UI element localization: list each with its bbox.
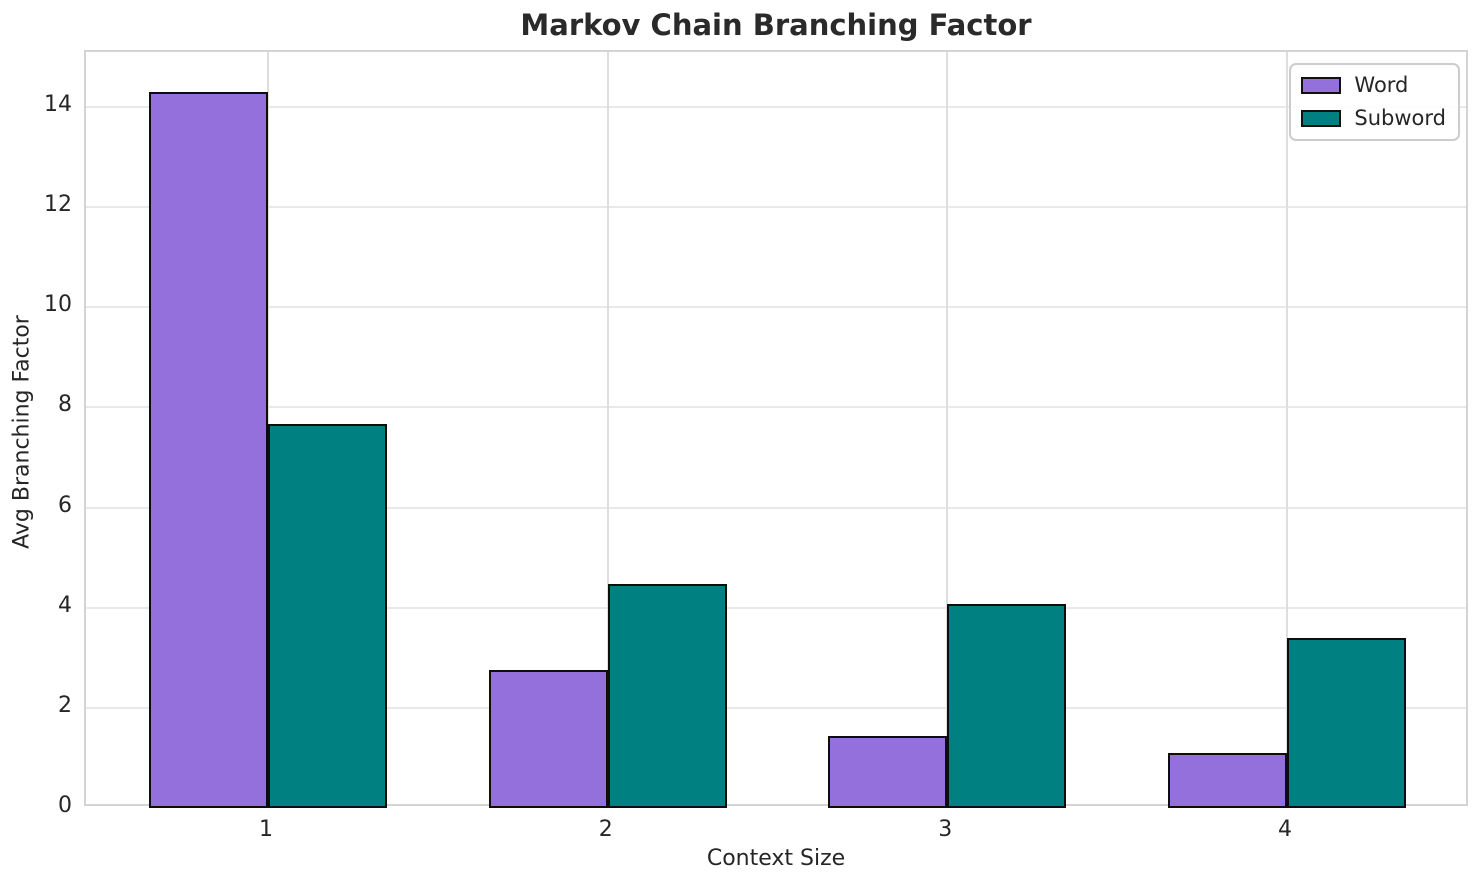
legend-label-subword: Subword [1354, 106, 1446, 130]
legend-swatch-subword [1301, 110, 1342, 127]
x-axis-label: Context Size [706, 846, 846, 871]
legend-label-word: Word [1354, 73, 1409, 97]
gridline-h-8 [86, 406, 1466, 409]
y-tick-label-2: 2 [58, 692, 72, 718]
x-tick-label-2: 2 [598, 817, 613, 842]
bar-word-4 [1168, 752, 1287, 808]
bar-word-1 [149, 92, 268, 808]
y-tick-label-0: 0 [58, 793, 72, 818]
bar-word-3 [828, 735, 948, 808]
x-tick-label-4: 4 [1278, 817, 1292, 842]
bar-subword-1 [268, 423, 387, 808]
x-tick-label-1: 1 [259, 817, 273, 842]
y-tick-label-6: 6 [58, 492, 72, 518]
y-tick-label-14: 14 [44, 92, 72, 118]
gridline-v-4 [1286, 52, 1288, 804]
y-tick-label-10: 10 [44, 292, 72, 318]
gridline-h-10 [86, 306, 1466, 309]
gridline-h-6 [86, 506, 1466, 509]
y-tick-label-8: 8 [58, 392, 72, 418]
bar-subword-4 [1287, 637, 1406, 808]
gridline-h-14 [86, 106, 1466, 109]
y-tick-label-12: 12 [44, 192, 72, 218]
gridline-v-3 [946, 52, 949, 804]
legend-item-word: Word [1301, 73, 1446, 98]
x-tick-label-3: 3 [938, 817, 953, 842]
bar-subword-2 [607, 583, 727, 808]
bars-layer [86, 52, 1466, 808]
bar-word-2 [488, 669, 608, 808]
gridline-h-12 [86, 206, 1466, 209]
gridline-v-2 [606, 52, 609, 804]
plot-area: Word Subword [84, 50, 1468, 808]
y-tick-label-4: 4 [58, 592, 72, 618]
legend-item-subword: Subword [1301, 106, 1446, 131]
gridline-h-2 [86, 706, 1466, 709]
legend: Word Subword [1289, 63, 1460, 141]
chart-title: Markov Chain Branching Factor [520, 8, 1032, 42]
legend-swatch-word [1301, 77, 1342, 94]
bar-subword-3 [947, 603, 1067, 808]
gridline-h-4 [86, 606, 1466, 609]
